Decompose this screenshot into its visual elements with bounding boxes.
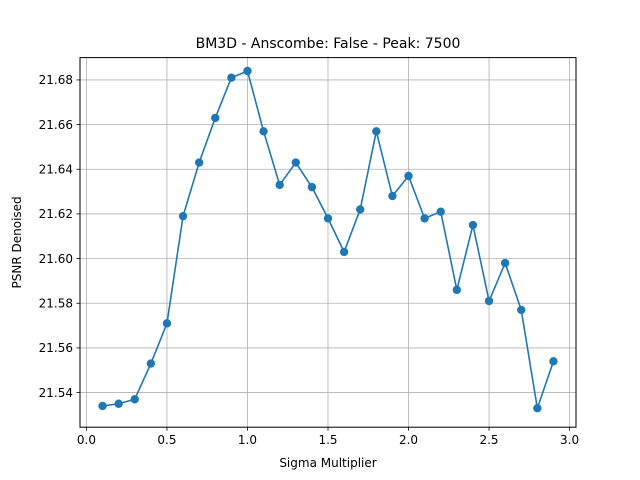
y-tick-label: 21.68: [39, 73, 73, 87]
data-point: [484, 296, 494, 306]
y-tick-label: 21.56: [39, 341, 73, 355]
data-point: [243, 66, 252, 76]
data-point: [517, 305, 526, 315]
data-point: [452, 285, 462, 295]
y-tick-label: 21.64: [39, 163, 73, 177]
data-point: [146, 359, 156, 368]
chart-title: BM3D - Anscombe: False - Peak: 7500: [196, 36, 461, 52]
y-ticks: 21.54 21.56 21.58 21.60 21.62 21.64 21.66 21.68: [39, 73, 80, 400]
data-point: [211, 113, 220, 123]
data-point: [372, 127, 381, 136]
x-tick-label: 2.5: [479, 433, 498, 447]
x-tick-label: 0.5: [157, 433, 176, 447]
x-tick-label: 1.5: [318, 433, 337, 447]
data-point: [500, 258, 510, 268]
data-point: [307, 182, 317, 192]
data-point: [259, 127, 268, 136]
data-point: [227, 73, 236, 82]
y-tick-label: 21.60: [39, 252, 73, 266]
data-point: [162, 319, 172, 328]
data-point: [291, 158, 300, 167]
data-point: [533, 404, 542, 413]
data-point: [436, 207, 445, 216]
y-axis-label: PSNR Denoised: [10, 196, 24, 288]
data-point: [388, 191, 397, 201]
x-tick-label: 0.0: [77, 433, 96, 447]
x-tick-label: 3.0: [560, 433, 579, 447]
data-point: [323, 214, 333, 223]
data-point: [549, 357, 558, 366]
y-tick-label: 21.62: [39, 207, 73, 221]
data-point: [178, 211, 188, 221]
y-tick-label: 21.66: [39, 118, 73, 132]
data-point: [98, 401, 107, 411]
x-tick-label: 1.0: [238, 433, 257, 447]
series-layer: [98, 66, 558, 413]
data-point: [420, 214, 429, 223]
data-point: [275, 180, 284, 190]
data-point: [404, 171, 413, 181]
data-point: [356, 205, 365, 214]
data-point: [130, 395, 139, 404]
data-point: [339, 247, 349, 257]
x-axis-label: Sigma Multiplier: [279, 456, 376, 470]
y-tick-label: 21.54: [39, 386, 73, 400]
y-tick-label: 21.58: [39, 297, 73, 311]
grid: [80, 57, 576, 428]
x-tick-label: 2.0: [399, 433, 418, 447]
x-ticks: 0.0 0.5 1.0 1.5 2.0 2.5 3.0: [77, 427, 579, 447]
data-point: [468, 220, 478, 230]
data-point: [194, 158, 204, 167]
data-point: [114, 399, 123, 408]
